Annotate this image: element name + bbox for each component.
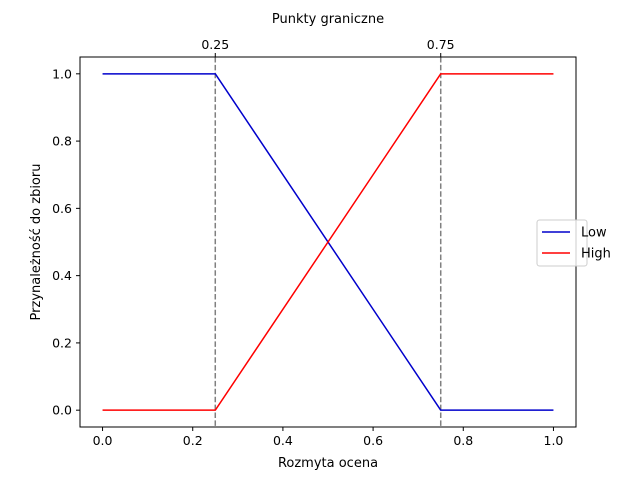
legend-box <box>536 219 588 267</box>
y-tick-label-2: 0.4 <box>52 268 72 283</box>
x-tick-label-4: 0.8 <box>453 433 473 448</box>
x-tick-label-3: 0.6 <box>363 433 383 448</box>
x-tick-label-0: 0.0 <box>93 433 113 448</box>
chart-title: Punkty graniczne <box>272 12 384 27</box>
plot-area <box>102 57 554 427</box>
y-tick-label-5: 1.0 <box>52 66 72 81</box>
top-tick-label-1: 0.75 <box>427 37 455 52</box>
x-axis-label: Rozmyta ocena <box>278 456 378 471</box>
y-tick-label-1: 0.2 <box>52 335 72 350</box>
top-tick-label-0: 0.25 <box>201 37 229 52</box>
x-tick-label-1: 0.2 <box>183 433 203 448</box>
y-tick-label-0: 0.0 <box>52 403 72 418</box>
x-tick-label-2: 0.4 <box>273 433 293 448</box>
y-tick-label-4: 0.8 <box>52 134 72 149</box>
series-line-high <box>102 73 554 411</box>
legend-label-low: Low <box>581 226 607 241</box>
legend: Low High <box>536 219 611 267</box>
axes: 0.0 0.2 0.4 0.6 0.8 1.0 0.0 0.2 0.4 0.6 0.8 1.0 0.25… <box>52 37 577 448</box>
y-tick-label-3: 0.6 <box>52 201 72 216</box>
x-tick-label-5: 1.0 <box>544 433 564 448</box>
legend-label-high: High <box>581 247 611 262</box>
y-axis-label: Przynależność do zbioru <box>29 164 44 321</box>
